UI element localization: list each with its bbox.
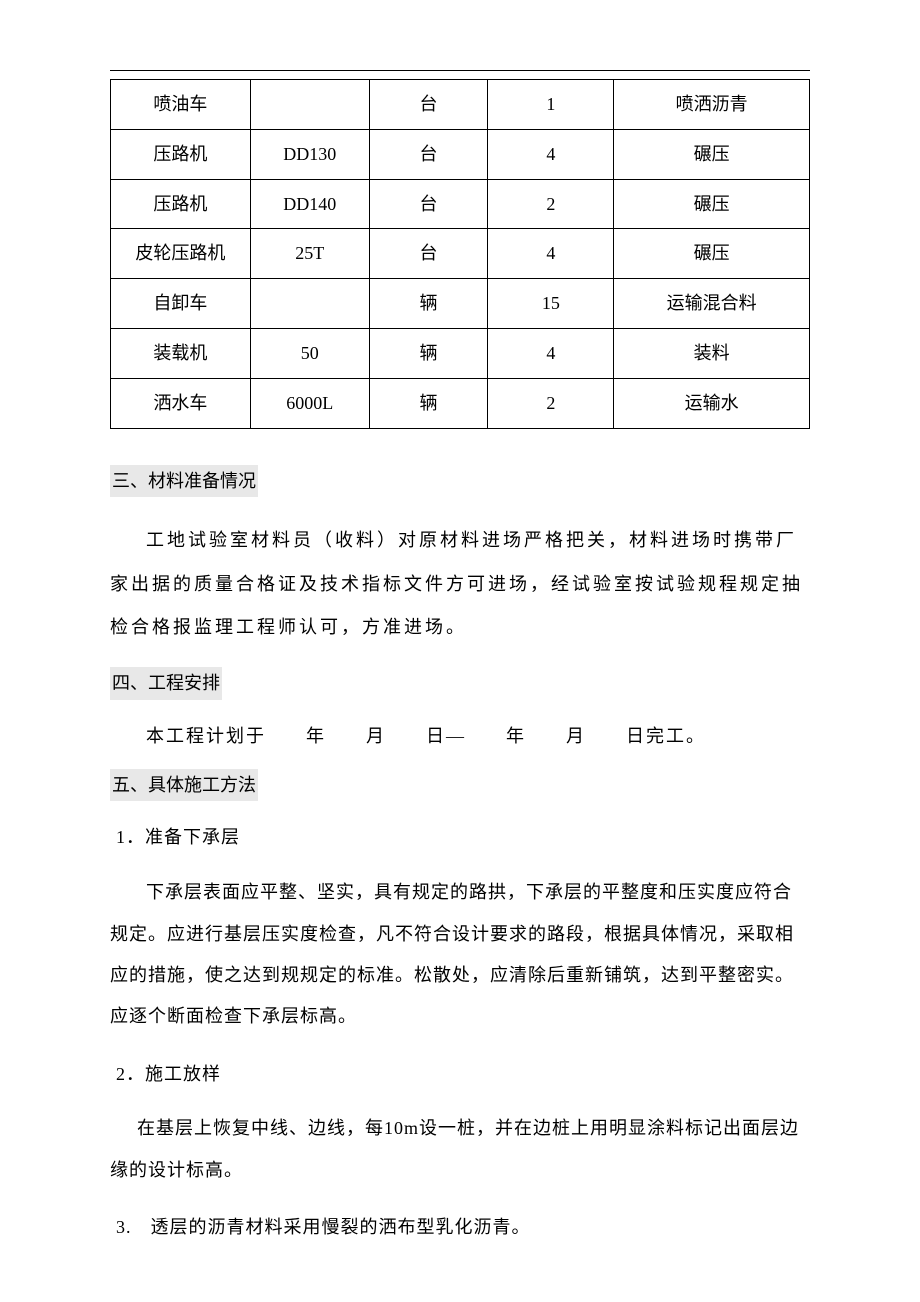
cell: 碾压 [614, 179, 810, 229]
cell: 50 [250, 328, 369, 378]
cell: 4 [488, 129, 614, 179]
cell [250, 279, 369, 329]
section-heading-methods: 五、具体施工方法 [110, 769, 258, 802]
table-row: 洒水车 6000L 辆 2 运输水 [111, 378, 810, 428]
cell: DD130 [250, 129, 369, 179]
cell: 辆 [369, 378, 488, 428]
sub-heading: 1．准备下承层 [116, 823, 810, 852]
cell: 运输混合料 [614, 279, 810, 329]
table-row: 装载机 50 辆 4 装料 [111, 328, 810, 378]
cell: 碾压 [614, 229, 810, 279]
cell: 喷油车 [111, 80, 251, 130]
cell: 4 [488, 229, 614, 279]
body-paragraph: 在基层上恢复中线、边线，每10m设一桩，并在边桩上用明显涂料标记出面层边缘的设计… [110, 1108, 810, 1191]
section-heading-materials: 三、材料准备情况 [110, 465, 258, 498]
cell: 碾压 [614, 129, 810, 179]
cell: 台 [369, 179, 488, 229]
sub-heading: 2．施工放样 [116, 1060, 810, 1089]
cell: 压路机 [111, 129, 251, 179]
cell: 辆 [369, 328, 488, 378]
cell: 2 [488, 378, 614, 428]
cell: 洒水车 [111, 378, 251, 428]
body-paragraph: 下承层表面应平整、坚实，具有规定的路拱，下承层的平整度和压实度应符合规定。应进行… [110, 872, 810, 1038]
cell: 装载机 [111, 328, 251, 378]
cell: 自卸车 [111, 279, 251, 329]
cell: 台 [369, 129, 488, 179]
cell: DD140 [250, 179, 369, 229]
cell: 压路机 [111, 179, 251, 229]
cell: 皮轮压路机 [111, 229, 251, 279]
cell: 2 [488, 179, 614, 229]
cell: 4 [488, 328, 614, 378]
table-row: 自卸车 辆 15 运输混合料 [111, 279, 810, 329]
body-paragraph: 本工程计划于 年 月 日— 年 月 日完工。 [110, 722, 810, 751]
body-paragraph: 工地试验室材料员（收料）对原材料进场严格把关，材料进场时携带厂家出据的质量合格证… [110, 519, 810, 649]
sub-heading: 3. 透层的沥青材料采用慢裂的洒布型乳化沥青。 [116, 1213, 810, 1242]
cell: 喷洒沥青 [614, 80, 810, 130]
cell: 辆 [369, 279, 488, 329]
table-row: 喷油车 台 1 喷洒沥青 [111, 80, 810, 130]
equipment-table: 喷油车 台 1 喷洒沥青 压路机 DD130 台 4 碾压 压路机 DD140 … [110, 79, 810, 429]
cell: 1 [488, 80, 614, 130]
page-top-rule [110, 70, 810, 71]
cell: 台 [369, 229, 488, 279]
cell: 25T [250, 229, 369, 279]
section-heading-schedule: 四、工程安排 [110, 667, 222, 700]
cell: 台 [369, 80, 488, 130]
table-row: 压路机 DD140 台 2 碾压 [111, 179, 810, 229]
cell: 15 [488, 279, 614, 329]
cell: 运输水 [614, 378, 810, 428]
cell: 装料 [614, 328, 810, 378]
table-row: 压路机 DD130 台 4 碾压 [111, 129, 810, 179]
table-row: 皮轮压路机 25T 台 4 碾压 [111, 229, 810, 279]
cell [250, 80, 369, 130]
cell: 6000L [250, 378, 369, 428]
